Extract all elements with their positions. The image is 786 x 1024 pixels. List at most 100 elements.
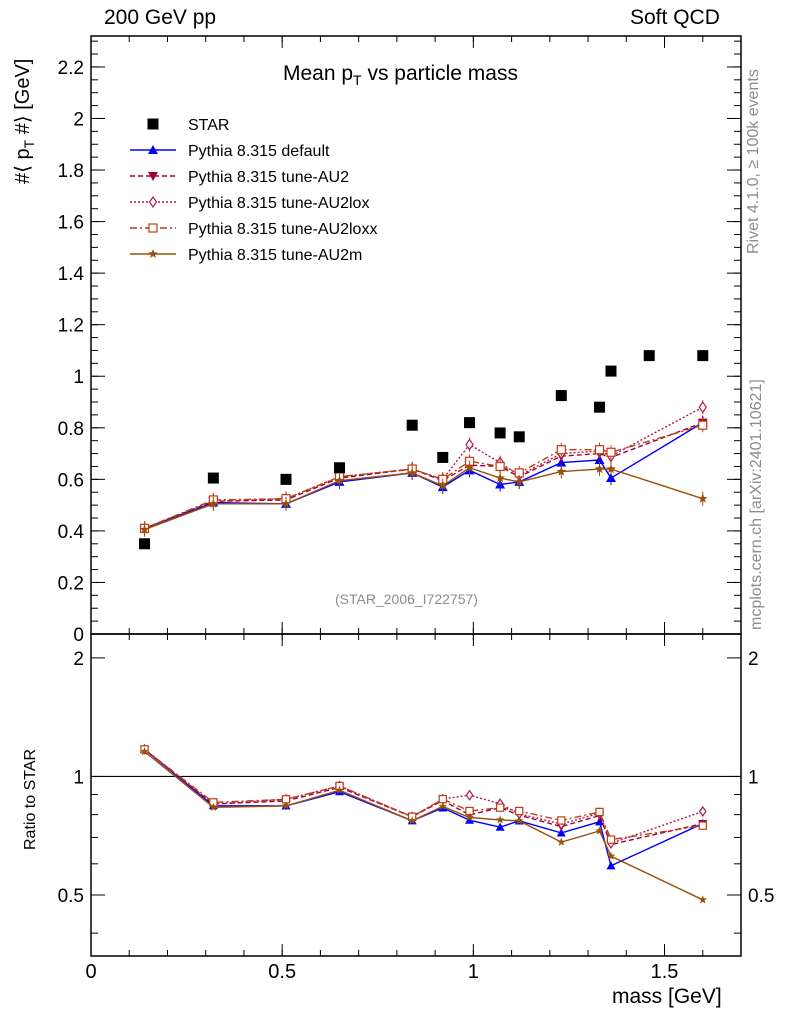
ratio-series-point [465,813,474,822]
series-point [139,524,150,534]
series-point [438,480,448,490]
y-axis-label: #⟨ pT #⟩ [GeV] [10,59,37,184]
star-data-point [555,390,567,402]
legend-marker [147,118,159,130]
ratio-tick-label: 0.5 [58,886,84,907]
series-line [144,466,703,531]
y-tick-label: 1.2 [58,316,84,337]
series-point [606,473,616,483]
y-tick-label: 0.6 [58,470,84,491]
chart-title: Mean pT vs particle mass [283,62,518,88]
ratio-series-point [515,816,524,825]
ratio-series-point [281,801,291,810]
ratio-tick-label-right: 2 [748,649,759,670]
ratio-series-point [606,861,616,870]
series-line [144,421,704,529]
ratio-series-point [698,895,707,904]
ratio-series-point [495,803,505,812]
ratio-series-point [465,789,474,801]
legend-marker [148,249,158,258]
ratio-series-point [407,816,417,825]
y-tick-label: 0.8 [58,419,84,440]
series-point [495,473,505,483]
ratio-series-point [438,794,447,804]
ratio-series-point [595,807,604,817]
plot-frames: 0 0.5 1 1.5 0 0.2 0.4 0.6 0.8 1 1.2 1.4 1.6 1.8 2 2.2 0.… [58,35,774,983]
y-tick-label: 2.2 [58,58,84,79]
x-tick-label: 0 [85,961,96,983]
star-data-point [464,417,476,429]
ratio-series-line [144,748,703,841]
series-point [495,461,505,472]
ratio-series-point [698,805,707,818]
series-point [514,476,524,486]
ratio-series-point [595,817,605,826]
y-tick-label: 2 [73,109,84,130]
legend-marker [148,195,158,209]
series-point [208,498,219,508]
ratio-series-point [209,802,218,811]
series-point [698,401,707,414]
legend-entry: STAR [188,117,229,134]
star-data-point [494,427,506,439]
y-tick-label: 1.4 [58,264,85,285]
x-tick-label: 1.5 [651,961,679,983]
star-data-point [437,451,449,463]
series-point [606,447,616,457]
star-data-point [594,401,606,413]
star-data-point [605,365,617,377]
ratio-series-point [606,851,616,860]
series-point [698,420,708,430]
series-line [144,424,703,529]
series-point [465,438,474,451]
series-point [334,475,345,485]
legend: STAR Pythia 8.315 default Pythia 8.315 tun… [130,117,377,264]
x-tick-label: 1 [468,961,479,983]
ratio-series-point [495,822,505,831]
ratio-series-line [144,750,704,901]
legend-entry: Pythia 8.315 tune-AU2loxx [188,221,377,238]
series-point [556,466,566,476]
ratio-series-point [495,815,505,824]
ratio-series-point [606,835,616,844]
y-tick-label: 1 [73,367,84,388]
y-tick-label: 1.8 [58,161,84,182]
ratio-tick-label-right: 0.5 [748,886,774,907]
series-layer [139,350,709,904]
mcplots-label: mcplots.cern.ch [arXiv:2401.10621] [748,379,765,630]
series-point [407,467,417,477]
ratio-series-point [438,801,447,810]
y-tick-label: 0.2 [58,573,84,594]
ratio-series-line [144,748,703,845]
star-data-point [513,431,525,443]
series-point [606,464,616,474]
ylabel-rest: #⟩ [GeV] [12,58,34,140]
ratio-tick-label: 1 [73,767,84,788]
series-point [594,445,605,455]
process-label: Soft QCD [630,6,720,29]
series-point [281,498,291,508]
ylabel-subscript: T [21,139,37,149]
series-point [464,462,475,472]
legend-entry: Pythia 8.315 default [188,143,330,160]
ratio-tick-label: 2 [73,649,84,670]
star-data-point [406,419,418,431]
series-point [594,464,605,474]
y-tick-label: 0.4 [58,522,85,543]
ratio-series-point [515,806,524,816]
legend-entry: Pythia 8.315 tune-AU2lox [188,195,369,212]
ylabel-main: #⟨ p [12,148,34,184]
ratio-axis-label: Ratio to STAR [22,748,39,850]
ratio-series-point [698,821,707,830]
energy-label: 200 GeV pp [104,6,217,29]
legend-marker [148,223,158,233]
ratio-series-point [557,816,566,825]
rivet-label: Rivet 4.1.0, ≥ 100k events [745,69,762,254]
star-data-point [697,350,709,362]
x-tick-label: 0.5 [268,961,296,983]
star-data-point [139,538,151,550]
ratio-series-point [556,828,566,837]
legend-entry: Pythia 8.315 tune-AU2m [188,247,362,264]
ratio-series-line [144,748,703,846]
